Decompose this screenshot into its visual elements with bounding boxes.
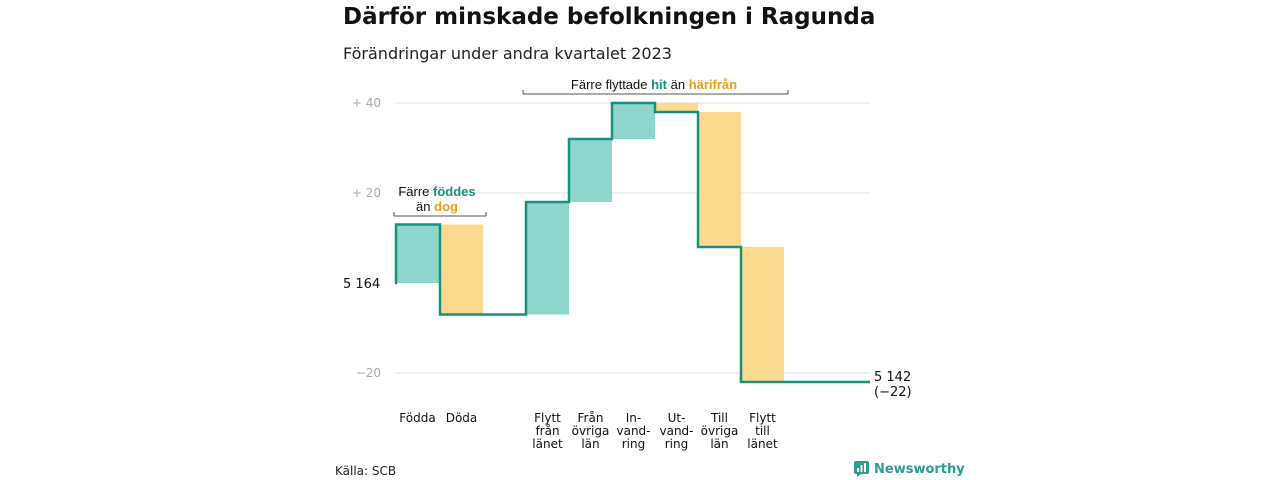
waterfall-bar <box>612 103 655 139</box>
category-label: Från <box>578 411 604 425</box>
category-label: övriga <box>572 424 610 438</box>
category-label: Flytt <box>534 411 561 425</box>
category-label: län <box>710 437 728 451</box>
brand-logo: Newsworthy <box>854 461 965 477</box>
end-change-label: (−22) <box>874 385 912 400</box>
annotation-part: hit <box>651 77 668 92</box>
y-tick-label: + 20 <box>352 186 381 200</box>
waterfall-bar <box>569 139 612 202</box>
waterfall-bar <box>396 224 439 283</box>
source-note: Källa: SCB <box>335 464 397 478</box>
category-label: vand- <box>616 424 650 438</box>
waterfall-bar <box>526 202 569 315</box>
end-value-label: 5 142 <box>874 370 911 385</box>
waterfall-bar <box>440 224 483 315</box>
category-label: länet <box>747 437 778 451</box>
annotation-part: än <box>667 77 689 92</box>
waterfall-bar <box>655 103 698 112</box>
category-label: ring <box>622 437 646 451</box>
waterfall-bar <box>698 112 741 247</box>
annotation-births-deaths-line2: än dog <box>416 199 458 214</box>
start-value-label: 5 164 <box>343 277 380 292</box>
category-label: från <box>535 424 559 438</box>
y-tick-label: −20 <box>356 366 381 380</box>
category-label: län <box>581 437 599 451</box>
category-label: länet <box>532 437 563 451</box>
cumulative-line <box>394 101 870 384</box>
category-label: vand- <box>659 424 693 438</box>
waterfall-bar <box>741 247 784 382</box>
y-tick-label: + 40 <box>352 96 381 110</box>
brand-name: Newsworthy <box>874 461 965 477</box>
annotation-part: härifrån <box>689 77 737 92</box>
category-label: Ut- <box>668 411 686 425</box>
newsworthy-icon <box>854 461 869 477</box>
category-label: till <box>755 424 770 438</box>
category-label: Flytt <box>749 411 776 425</box>
chart-title: Därför minskade befolkningen i Ragunda <box>343 4 876 30</box>
annotation-part: Färre flyttade <box>571 77 651 92</box>
annotation-births-deaths: Färre föddes <box>398 184 475 199</box>
annotation-part: än <box>416 199 434 214</box>
annotation-migration: Färre flyttade hit än härifrån <box>571 77 737 92</box>
annotation-part: dog <box>434 199 458 214</box>
category-label: Döda <box>446 411 478 425</box>
category-label: In- <box>626 411 641 425</box>
category-label: ring <box>665 437 689 451</box>
chart-subtitle: Förändringar under andra kvartalet 2023 <box>343 44 672 63</box>
category-label: övriga <box>701 424 739 438</box>
annotation-part: Färre <box>398 184 433 199</box>
category-label: Till <box>710 411 728 425</box>
category-label: Födda <box>399 411 435 425</box>
annotation-part: föddes <box>433 184 476 199</box>
